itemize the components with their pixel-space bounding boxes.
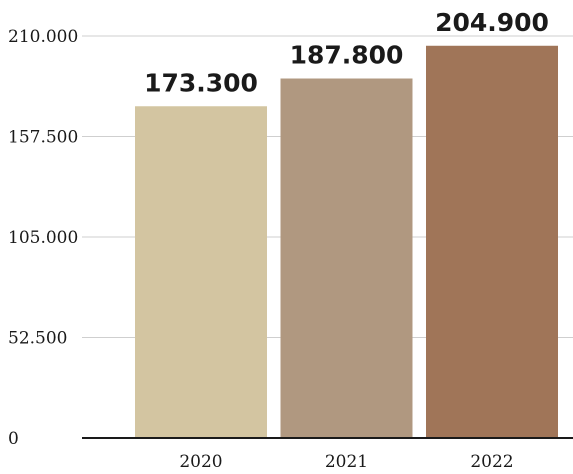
- data-label: 187.800: [290, 40, 404, 69]
- bar-2022: [426, 45, 558, 439]
- y-tick-label: 105.000: [8, 228, 78, 248]
- data-label: 173.300: [144, 68, 258, 97]
- labels: 0 52.500 105.000 157.500 210.000 173.300 2020 1…: [8, 8, 549, 472]
- bars: [135, 45, 558, 439]
- data-label: 204.900: [435, 8, 549, 37]
- bar-2020: [135, 106, 267, 439]
- x-tick-label: 2021: [325, 452, 368, 472]
- x-tick-label: 2020: [179, 452, 222, 472]
- y-tick-label: 210.000: [8, 27, 78, 47]
- bar-2021: [280, 78, 413, 439]
- y-tick-label: 157.500: [8, 128, 78, 148]
- x-tick-label: 2022: [470, 452, 513, 472]
- y-tick-label: 0: [8, 429, 19, 449]
- y-tick-label: 52.500: [8, 329, 67, 349]
